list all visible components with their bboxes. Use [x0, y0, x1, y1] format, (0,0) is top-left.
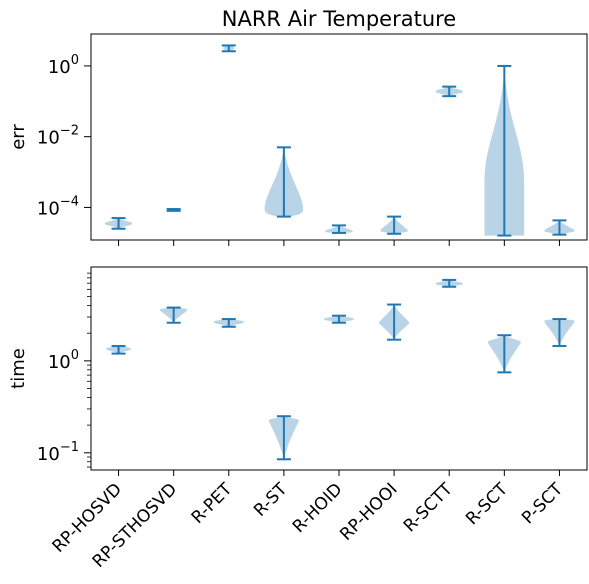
violin-R-PET [213, 318, 244, 328]
violin-RP-STHOSVD [166, 208, 181, 212]
violin-R-HOID [325, 224, 353, 234]
plot-frame [90, 33, 588, 241]
y-tick-label: 100 [48, 348, 79, 373]
violin-R-ST [264, 146, 304, 218]
violin-R-SCT [487, 334, 521, 374]
tick-base: 10 [37, 444, 60, 465]
violin-P-SCT [544, 318, 575, 348]
tick-exponent: 0 [71, 348, 79, 363]
tick-base: 10 [48, 352, 71, 373]
y-tick-label: 10−1 [37, 440, 79, 465]
violin-P-SCT [544, 219, 575, 236]
violin-R-HOID [323, 314, 355, 324]
violin-RP-HOOI [380, 215, 408, 235]
violin-RP-HOSVD [106, 345, 131, 355]
chart-panels: 10010−210−4err10010−1timeRP-HOSVDRP-STHO… [8, 33, 588, 572]
y-axis-label: time [8, 348, 29, 389]
y-tick-label: 10−2 [37, 124, 79, 149]
y-tick-label: 10−4 [37, 194, 79, 219]
x-tick-label: R-ST [250, 479, 292, 521]
x-tick-label: R-SCTT [400, 479, 457, 536]
violin-R-PET [221, 44, 236, 53]
violin-RP-HOSVD [104, 217, 133, 230]
tick-base: 10 [37, 198, 60, 219]
violin-R-ST [268, 415, 300, 461]
violin-R-SCTT [435, 278, 463, 288]
plot-frame [90, 266, 588, 471]
tick-exponent: 0 [71, 53, 79, 68]
x-tick-label: RP-HOOI [336, 479, 401, 544]
tick-base: 10 [48, 57, 71, 78]
y-tick-label: 100 [48, 53, 79, 78]
tick-exponent: −2 [60, 124, 79, 139]
violin-RP-HOOI [378, 303, 410, 341]
chart-title: NARR Air Temperature [222, 7, 456, 31]
x-tick-label: R-PET [188, 479, 237, 528]
x-tick-label: P-SCT [518, 479, 567, 528]
tick-exponent: −4 [60, 194, 79, 209]
tick-base: 10 [37, 128, 60, 149]
x-tick-label: R-SCT [462, 479, 512, 529]
violin-R-SCT [484, 64, 525, 237]
y-axis-label: err [8, 124, 29, 150]
violin-RP-STHOSVD [159, 306, 188, 324]
tick-exponent: −1 [60, 440, 79, 455]
violin-R-SCTT [435, 85, 463, 98]
